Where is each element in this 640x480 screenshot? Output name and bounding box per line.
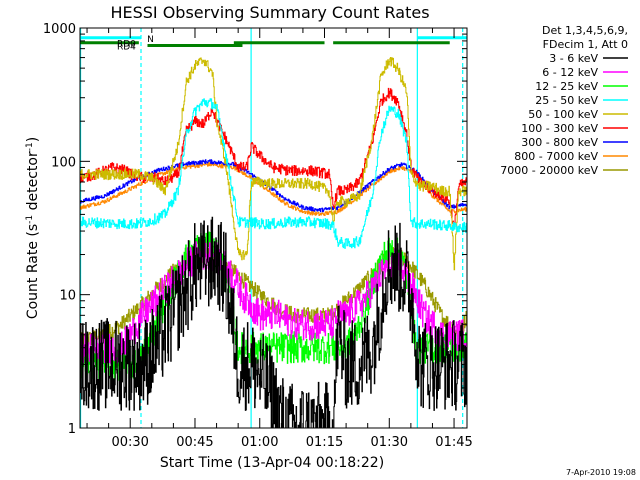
state-bar-label-0: N xyxy=(147,35,154,45)
y-tick-label-2: 100 xyxy=(51,155,76,170)
x-tick-label-5: 01:45 xyxy=(435,435,472,450)
series-line-0 xyxy=(80,216,467,428)
state-bar-label-2: RD4 xyxy=(117,43,136,53)
series-line-1 xyxy=(80,239,467,365)
legend-label-0: 3 - 6 keV xyxy=(549,52,598,65)
y-tick-label-3: 1000 xyxy=(43,22,76,37)
series-line-5 xyxy=(80,87,467,229)
x-tick-label-2: 01:00 xyxy=(241,435,278,450)
legend-label-3: 25 - 50 keV xyxy=(535,94,598,107)
legend-label-4: 50 - 100 keV xyxy=(528,108,598,121)
x-axis-label: Start Time (13-Apr-04 00:18:22) xyxy=(160,455,384,471)
series-line-4 xyxy=(80,57,467,271)
legend-label-6: 300 - 800 keV xyxy=(521,136,598,149)
axes: 1 10 100 1000 00:30 00:45 01:00 01:15 01:30 01:45 xyxy=(43,22,473,450)
x-tick-label-4: 01:30 xyxy=(371,435,408,450)
legend-header-1: FDecim 1, Att 0 xyxy=(543,38,628,51)
legend-label-8: 7000 - 20000 keV xyxy=(500,164,598,177)
series-line-3 xyxy=(80,98,467,249)
plot-series-group xyxy=(80,28,467,428)
series-line-7 xyxy=(80,162,467,216)
x-tick-label-0: 00:30 xyxy=(111,435,148,450)
legend: Det 1,3,4,5,6,9,FDecim 1, Att 03 - 6 keV… xyxy=(500,24,628,177)
legend-label-7: 800 - 7000 keV xyxy=(514,150,598,163)
legend-label-2: 12 - 25 keV xyxy=(535,80,598,93)
y-tick-label-1: 10 xyxy=(59,289,76,304)
x-tick-label-3: 01:15 xyxy=(306,435,343,450)
plot-frame xyxy=(79,27,468,429)
legend-label-1: 6 - 12 keV xyxy=(542,66,598,79)
legend-header-0: Det 1,3,4,5,6,9, xyxy=(542,24,628,37)
x-tick-label-1: 00:45 xyxy=(176,435,213,450)
chart-title: HESSI Observing Summary Count Rates xyxy=(110,3,429,22)
y-tick-label-0: 1 xyxy=(68,422,76,437)
legend-label-5: 100 - 300 keV xyxy=(521,122,598,135)
y-axis-label: Count Rate (s-1 detector-1) xyxy=(25,137,41,319)
footer-timestamp: 7-Apr-2010 19:08 xyxy=(566,468,636,477)
state-bar-label-1: RD0 xyxy=(117,40,136,50)
